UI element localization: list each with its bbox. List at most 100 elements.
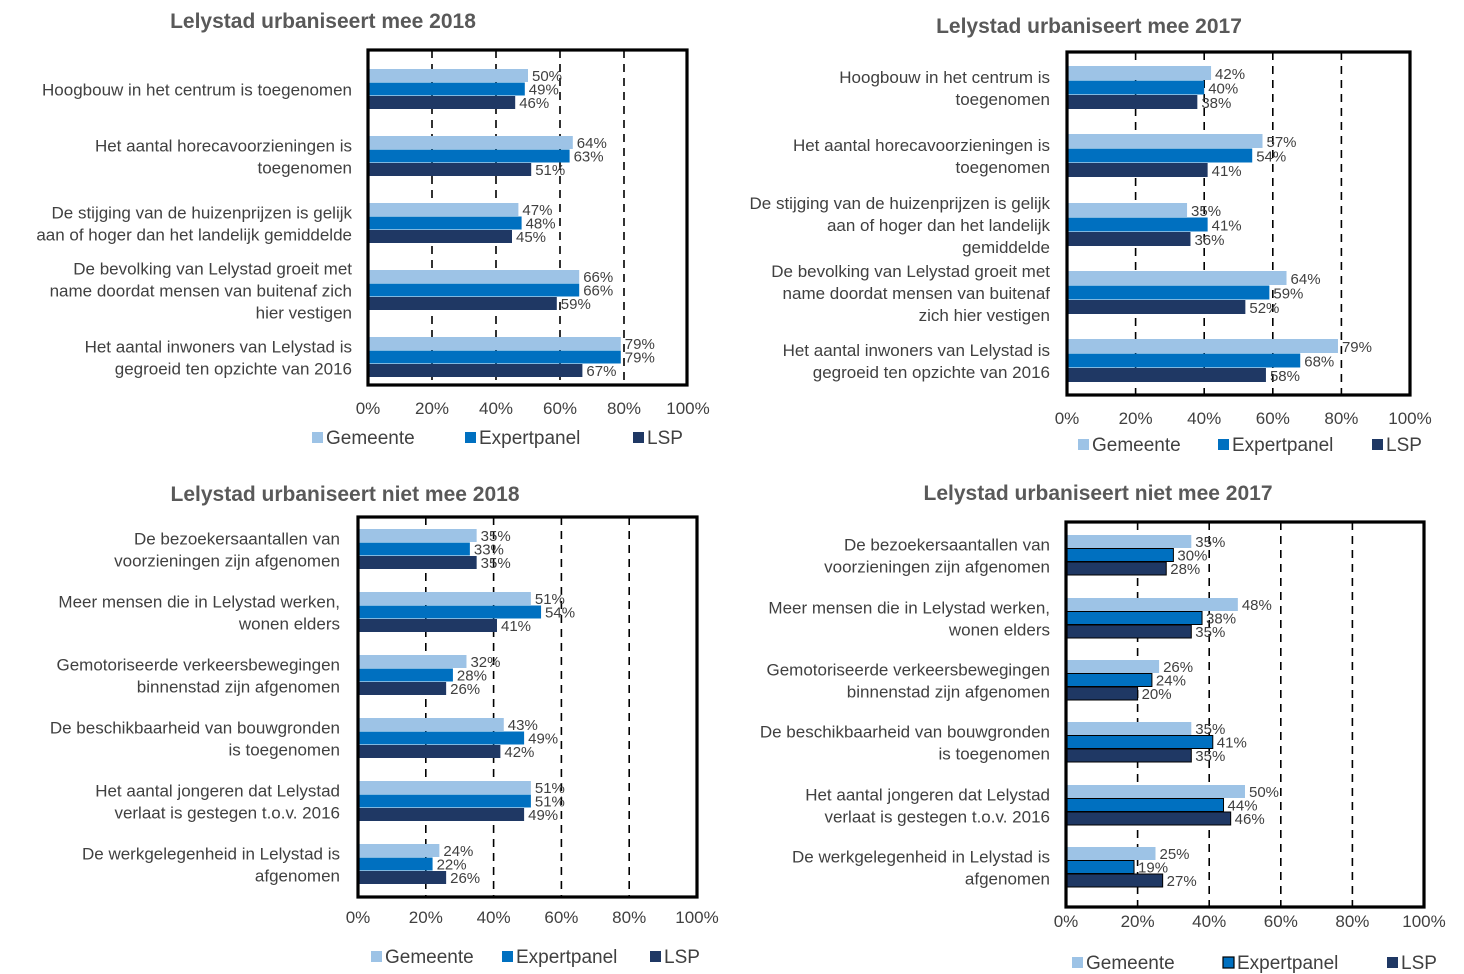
bar-gemeente: [358, 529, 477, 542]
legend-swatch: [502, 951, 513, 962]
legend-label: LSP: [664, 947, 700, 968]
data-label: 51%: [535, 780, 565, 797]
bar-expertpanel: [1067, 148, 1253, 163]
data-label: 50%: [532, 68, 562, 85]
bar-expertpanel: [1067, 285, 1270, 300]
chart-1: Lelystad urbaniseert mee 2018 50%49%46% Ho…: [36, 10, 709, 449]
data-label: 35%: [1195, 721, 1225, 738]
data-label: 43%: [508, 717, 538, 734]
bar-gemeente: [368, 69, 528, 82]
data-label: 49%: [529, 82, 559, 99]
bar-lsp: [358, 871, 447, 884]
legend-item-lsp: LSP: [1387, 953, 1437, 974]
bar-lsp: [1065, 561, 1167, 576]
data-label: 59%: [1273, 286, 1303, 303]
category-label: Het aantal horecavoorzieningen is toegeno…: [793, 136, 1050, 177]
plot-frame: [1065, 50, 1412, 397]
plot-frame: [356, 515, 699, 899]
bar-lsp: [1067, 95, 1198, 109]
data-label: 47%: [522, 202, 552, 219]
data-label: 26%: [450, 681, 480, 698]
data-label: 59%: [561, 296, 591, 313]
category-label: De stijging van de huizenprijzen is geli…: [36, 203, 352, 244]
x-tick-label: 20%: [409, 908, 443, 927]
bar-expertpanel: [1067, 217, 1208, 232]
chart-4: Lelystad urbaniseert niet mee 201735%30%…: [760, 482, 1446, 974]
bar-lsp: [368, 230, 512, 243]
x-tick-label: 20%: [415, 399, 449, 418]
data-label: 42%: [504, 744, 534, 761]
data-label: 42%: [1215, 66, 1245, 83]
data-label: 58%: [1270, 368, 1300, 385]
data-label: 51%: [535, 794, 565, 811]
bar-gemeente: [1066, 598, 1238, 611]
x-tick-label: 80%: [1324, 409, 1358, 428]
bar-gemeente: [1066, 847, 1156, 860]
x-tick-label: 80%: [612, 908, 646, 927]
x-tick-label: 60%: [1256, 409, 1290, 428]
data-label: 79%: [625, 336, 655, 353]
data-label: 48%: [526, 216, 556, 233]
data-label: 46%: [519, 95, 549, 112]
x-tick-label: 60%: [543, 399, 577, 418]
bar-expertpanel: [368, 283, 580, 297]
x-tick-label: 20%: [1121, 912, 1155, 931]
bar-expertpanel: [1065, 798, 1225, 812]
bar-expertpanel: [368, 82, 525, 96]
legend-label: Gemeente: [1092, 435, 1181, 456]
category-label: Meer mensen die in Lelystad werken, wonen…: [768, 598, 1050, 639]
data-label: 22%: [437, 857, 467, 874]
data-label: 38%: [1206, 611, 1236, 628]
bar-gemeente: [1067, 66, 1212, 80]
bar-expertpanel: [1065, 860, 1135, 874]
data-label: 49%: [528, 807, 558, 824]
bar-gemeente: [358, 592, 531, 605]
chart-2: Lelystad urbaniseert mee 201742%40%38%Ho…: [750, 15, 1432, 456]
bar-expertpanel: [368, 149, 570, 163]
chart-title: Lelystad urbaniseert mee 2017: [936, 15, 1242, 38]
data-label: 35%: [481, 528, 511, 545]
data-label: 44%: [1228, 798, 1258, 815]
legend-label: Gemeente: [1086, 953, 1175, 974]
data-label: 30%: [1177, 548, 1207, 565]
bar-expertpanel: [358, 794, 531, 808]
bar-expertpanel: [1065, 548, 1174, 562]
bar-gemeente: [368, 136, 573, 149]
x-tick-label: 0%: [346, 908, 371, 927]
bar-gemeente: [1067, 134, 1263, 148]
x-tick-label: 0%: [356, 399, 381, 418]
category-label: Meer mensen die in Lelystad werken, wonen…: [58, 592, 340, 633]
data-label: 35%: [1195, 748, 1225, 765]
category-label: Hoogbouw in het centrum is toegenomen: [42, 80, 352, 99]
bar-gemeente: [1067, 203, 1188, 217]
bar-gemeente: [1066, 785, 1245, 798]
bar-gemeente: [1066, 535, 1192, 548]
x-tick-label: 40%: [479, 399, 513, 418]
data-label: 54%: [1256, 149, 1286, 166]
bar-expertpanel: [1065, 611, 1203, 625]
x-tick-label: 60%: [1264, 912, 1298, 931]
data-label: 32%: [470, 654, 500, 671]
data-label: 41%: [501, 618, 531, 635]
category-label: De stijging van de huizenprijzen is geli…: [750, 194, 1051, 257]
data-label: 38%: [1201, 95, 1231, 112]
bar-lsp: [358, 808, 525, 821]
legend-swatch: [1078, 439, 1089, 450]
data-label: 33%: [474, 542, 504, 559]
chart-title: Lelystad urbaniseert niet mee 2018: [171, 483, 520, 506]
bar-lsp: [1067, 232, 1191, 246]
legend-label: LSP: [647, 428, 683, 449]
x-tick-label: 100%: [1388, 409, 1431, 428]
category-label: Gemotoriseerde verkeersbewegingen binnens…: [57, 655, 341, 696]
category-label: De bezoekersaantallen van voorzieningen z…: [114, 529, 340, 570]
data-label: 79%: [625, 350, 655, 367]
x-tick-label: 0%: [1055, 409, 1080, 428]
legend-label: Gemeente: [385, 947, 474, 968]
data-label: 36%: [1194, 232, 1224, 249]
bar-lsp: [368, 297, 557, 310]
data-label: 66%: [583, 283, 613, 300]
bar-gemeente: [358, 655, 467, 668]
legend-label: LSP: [1401, 953, 1437, 974]
x-tick-label: 60%: [544, 908, 578, 927]
legend-swatch: [1372, 439, 1383, 450]
